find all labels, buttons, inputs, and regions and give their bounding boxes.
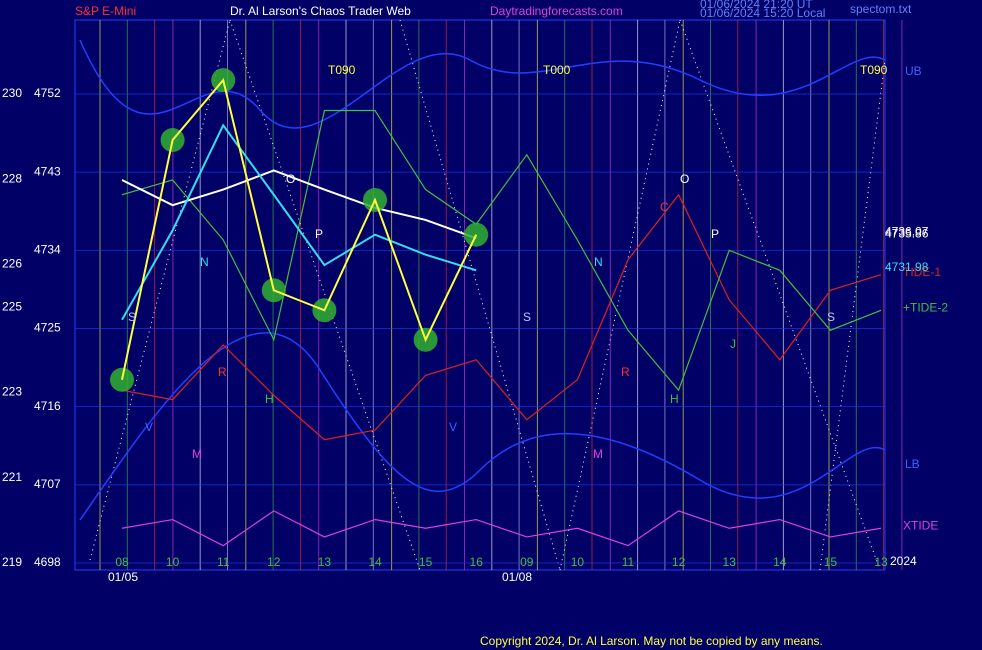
annotation: N [200,255,209,269]
instrument: S&P E-Mini [75,4,136,18]
timestamp: 01/06/2024 15:20 Local [700,6,825,20]
x-tick-label: 14 [368,555,382,569]
series-line [121,109,882,392]
annotation: T090 [328,63,356,77]
y-tick-label: 4752 [34,86,61,100]
annotation: S [128,310,136,324]
plot-frame [74,19,886,571]
y2-tick-label: 226 [2,257,22,271]
y2-tick-label: 219 [2,555,22,569]
x-tick-label: 13 [723,555,737,569]
annotation: H [670,392,679,406]
annotation: J [730,337,736,351]
y2-tick-label: 223 [2,385,22,399]
x-tick-label: 11 [217,555,230,569]
series-line [121,77,478,380]
band-label: UB [905,64,922,78]
y-tick-label: 4725 [34,321,61,335]
y-tick-label: 4716 [34,399,61,413]
legend-entry: XTIDE [903,518,938,532]
upper-band [79,39,886,129]
copyright: Copyright 2024, Dr. Al Larson. May not b… [480,634,823,648]
band-label: LB [905,457,920,471]
x-tick-label: 13 [318,555,332,569]
series-line [121,123,477,321]
date-label: 01/08 [502,570,532,584]
x-tick-label: 10 [166,555,180,569]
x-tick-label: 09 [520,555,534,569]
x-tick-label: 08 [115,555,129,569]
x-tick-label: 13 [874,555,888,569]
annotation: P [315,227,323,241]
series-line [121,510,882,547]
y2-tick-label: 225 [2,299,22,313]
y2-tick-label: 228 [2,171,22,185]
annotation: O [286,172,295,186]
site-title: Dr. Al Larson's Chaos Trader Web [230,4,411,18]
timestamp: 01/06/2024 21:20 UT [700,0,813,11]
annotation: S [827,310,835,324]
site-url: Daytradingforecasts.com [490,4,623,18]
annotation: M [192,447,202,461]
x-tick-label: 11 [622,555,635,569]
annotation: C [660,200,669,214]
annotation: T000 [543,63,571,77]
annotation: V [145,420,153,434]
annotation: P [711,227,719,241]
annotation: T090 [860,63,888,77]
series-line [121,193,882,441]
series-line [121,169,477,240]
x-tick-label: 16 [470,555,484,569]
date-label: 2024 [890,554,917,568]
x-tick-label: 15 [419,555,433,569]
y-tick-label: 4698 [34,555,61,569]
y-tick-label: 4707 [34,477,61,491]
y2-tick-label: 230 [2,86,22,100]
y-tick-label: 4734 [34,243,61,257]
y-tick-label: 4743 [34,164,61,178]
annotation: S [523,310,531,324]
annotation: R [621,365,630,379]
annotation: O [680,172,689,186]
annotation: M [593,447,603,461]
x-tick-label: 10 [571,555,585,569]
x-tick-label: 12 [267,555,281,569]
file-name: spectom.txt [850,2,912,16]
last-price: 4731.98 [885,260,929,274]
date-label: 01/05 [108,570,138,584]
annotation: R [218,365,227,379]
x-tick-label: 15 [824,555,838,569]
x-tick-label: 14 [773,555,787,569]
annotation: N [594,255,603,269]
legend-entry: +TIDE-2 [903,300,948,314]
annotation: H [265,392,274,406]
last-price: 4736.07 [885,225,929,239]
x-tick-label: 12 [672,555,686,569]
last-price: 4735.86 [885,226,929,240]
legend-entry: TIDE-1 [903,265,941,279]
annotation: V [449,420,457,434]
dotted-guide [399,19,561,571]
y2-tick-label: 221 [2,470,22,484]
dotted-guide [229,19,421,571]
